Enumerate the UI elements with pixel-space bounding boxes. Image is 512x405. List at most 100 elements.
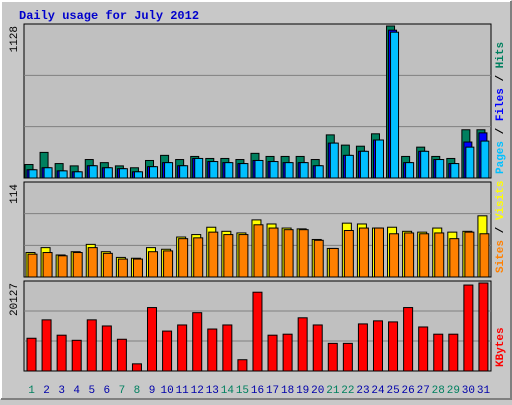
bar bbox=[207, 328, 218, 372]
legend-entry: Pages bbox=[495, 141, 507, 174]
x-tick-label: 21 bbox=[326, 385, 340, 397]
x-tick-label: 7 bbox=[119, 385, 126, 397]
x-tick-label: 8 bbox=[134, 385, 141, 397]
bar bbox=[116, 338, 127, 372]
bar bbox=[26, 337, 37, 372]
bar bbox=[192, 312, 203, 372]
x-tick-label: 26 bbox=[402, 385, 415, 397]
x-tick-label: 22 bbox=[341, 385, 354, 397]
legend-entry: Visits bbox=[495, 181, 507, 221]
x-tick-label: 10 bbox=[161, 385, 174, 397]
x-tick-label: 2 bbox=[43, 385, 50, 397]
bar bbox=[194, 157, 204, 179]
bar bbox=[178, 238, 189, 278]
y-max-label: 1128 bbox=[9, 26, 21, 52]
bar bbox=[254, 159, 264, 179]
bar bbox=[372, 320, 383, 372]
bar bbox=[343, 230, 354, 278]
bar bbox=[239, 163, 249, 179]
bar bbox=[73, 171, 83, 179]
legend: KBytes bbox=[495, 327, 507, 367]
bar bbox=[267, 334, 278, 372]
bar bbox=[131, 363, 142, 372]
plot-area bbox=[23, 23, 492, 179]
bar bbox=[357, 323, 368, 372]
x-tick-label: 5 bbox=[88, 385, 95, 397]
x-tick-label: 20 bbox=[311, 385, 324, 397]
legend-entry: Sites bbox=[495, 240, 507, 273]
bar bbox=[313, 239, 324, 278]
x-tick-label: 4 bbox=[73, 385, 80, 397]
bar bbox=[329, 142, 339, 179]
bar bbox=[132, 258, 143, 278]
bar bbox=[479, 233, 490, 278]
bar bbox=[86, 319, 97, 372]
bar bbox=[238, 234, 249, 278]
bar bbox=[147, 307, 158, 372]
legend-separator: / bbox=[495, 220, 507, 240]
x-tick-label: 12 bbox=[191, 385, 204, 397]
bar bbox=[177, 324, 188, 372]
bar bbox=[448, 333, 459, 372]
bar bbox=[164, 162, 174, 179]
x-tick-label: 16 bbox=[251, 385, 264, 397]
bar bbox=[478, 282, 489, 372]
x-tick-label: 28 bbox=[432, 385, 445, 397]
bar bbox=[373, 227, 384, 278]
bar bbox=[223, 234, 234, 278]
bar bbox=[327, 342, 338, 372]
bar bbox=[209, 161, 219, 179]
bar bbox=[389, 233, 400, 278]
bar bbox=[299, 162, 309, 179]
bar bbox=[450, 163, 460, 179]
bar bbox=[480, 140, 490, 179]
bar bbox=[149, 166, 159, 179]
bar bbox=[449, 238, 460, 278]
bar bbox=[283, 229, 294, 278]
bar bbox=[328, 247, 339, 278]
bar bbox=[314, 165, 324, 179]
bar bbox=[358, 227, 369, 278]
bar bbox=[224, 162, 234, 179]
legend-entry: Hits bbox=[495, 42, 507, 68]
bar bbox=[237, 359, 248, 372]
x-tick-label: 6 bbox=[104, 385, 111, 397]
chart-title: Daily usage for July 2012 bbox=[19, 9, 199, 23]
bar bbox=[162, 330, 173, 372]
x-tick-label: 31 bbox=[477, 385, 491, 397]
x-tick-label: 24 bbox=[371, 385, 385, 397]
bar bbox=[88, 165, 98, 179]
bar bbox=[312, 324, 323, 372]
y-max-label: 20127 bbox=[9, 283, 21, 316]
bar bbox=[433, 333, 444, 372]
x-tick-label: 30 bbox=[462, 385, 475, 397]
y-max-label: 114 bbox=[9, 184, 21, 204]
bar bbox=[419, 233, 430, 278]
x-tick-label: 13 bbox=[206, 385, 219, 397]
bar bbox=[193, 237, 204, 278]
legend-entry: KBytes bbox=[495, 327, 507, 367]
bar bbox=[252, 291, 263, 372]
bar bbox=[133, 171, 143, 179]
legend-entry: Files bbox=[495, 88, 507, 121]
bar bbox=[434, 232, 445, 278]
x-tick-label: 1 bbox=[28, 385, 35, 397]
x-tick-label: 17 bbox=[266, 385, 279, 397]
bar bbox=[42, 252, 53, 278]
bar bbox=[284, 162, 294, 179]
bar bbox=[405, 162, 415, 179]
bar bbox=[117, 258, 128, 278]
bar bbox=[118, 168, 128, 179]
bar bbox=[179, 165, 189, 179]
bar bbox=[87, 247, 98, 278]
bar bbox=[390, 31, 400, 179]
bar bbox=[163, 250, 174, 278]
legend-separator: / bbox=[495, 121, 507, 141]
bar bbox=[403, 307, 414, 372]
x-tick-label: 9 bbox=[149, 385, 156, 397]
x-tick-label: 27 bbox=[417, 385, 430, 397]
x-tick-label: 3 bbox=[58, 385, 65, 397]
bar bbox=[435, 159, 445, 179]
